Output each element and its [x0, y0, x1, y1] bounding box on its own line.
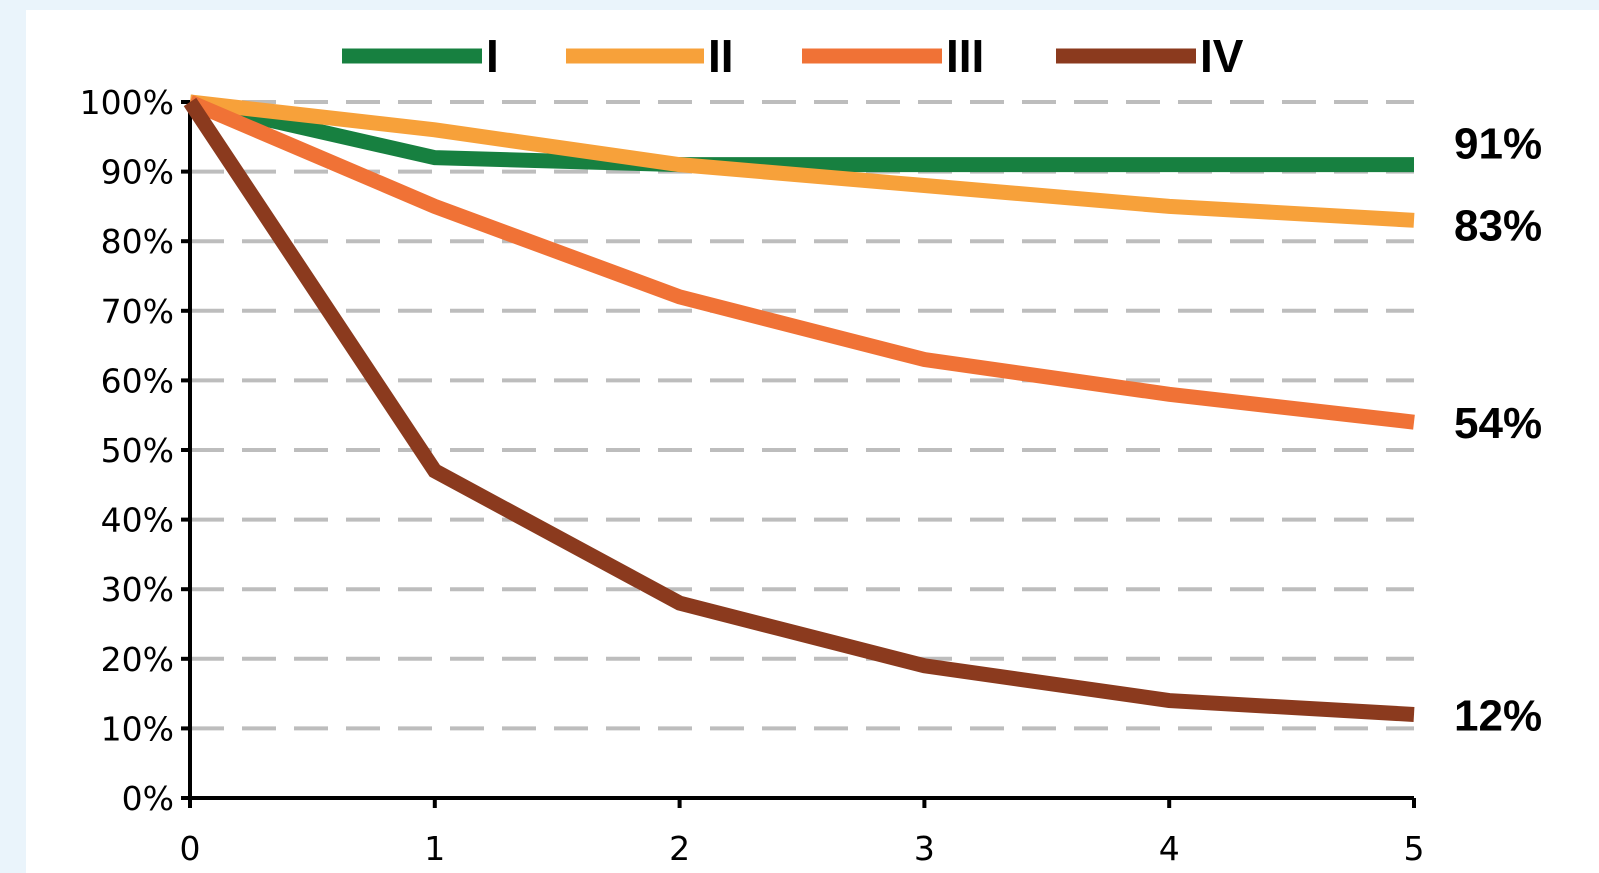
grid-lines	[190, 100, 1414, 731]
series-line-iii	[187, 95, 1415, 430]
end-value-label-iii: 54%	[1454, 399, 1542, 448]
end-value-label-iv: 12%	[1454, 691, 1542, 740]
legend-label-iv: IV	[1200, 30, 1244, 82]
legend-label-i: I	[486, 30, 499, 82]
y-tick-label: 50%	[101, 431, 174, 470]
y-tick-label: 100%	[80, 83, 174, 122]
end-value-label-ii: 83%	[1454, 201, 1542, 250]
legend: I II III IV	[342, 30, 1244, 82]
x-tick-label: 1	[424, 829, 445, 868]
legend-label-ii: II	[708, 30, 734, 82]
chart-frame: 0% 10% 20% 30% 40% 50% 60% 70% 80% 90% 100% 0 1 2 3 4 5 …	[26, 10, 1599, 873]
y-tick-label: 0%	[122, 779, 174, 818]
x-tick-label: 0	[180, 829, 201, 868]
y-tick-label: 90%	[101, 153, 174, 192]
x-tick-label: 3	[914, 829, 935, 868]
y-tick-label: 70%	[101, 292, 174, 331]
y-tick-label: 30%	[101, 570, 174, 609]
y-tick-label: 60%	[101, 361, 174, 400]
series-line-ii	[189, 94, 1415, 228]
y-tick-label: 20%	[101, 640, 174, 679]
survival-line-chart: 0%10%20%30%40%50%60%70%80%90%100%0 1 2 3 4 5 …	[80, 30, 1542, 868]
end-value-label-i: 91%	[1454, 120, 1542, 169]
y-tick-label: 10%	[101, 709, 174, 748]
y-tick-label: 40%	[101, 501, 174, 540]
x-tick-label: 5	[1404, 829, 1425, 868]
series-line-iv	[183, 97, 1415, 722]
end-labels: 91% 83% 54% 12%	[1454, 120, 1542, 741]
axes: 0% 10% 20% 30% 40% 50% 60% 70% 80% 90% 100% 0 1 2 3 4 5	[80, 83, 1425, 868]
series-line-i	[188, 94, 1414, 173]
x-tick-label: 4	[1159, 829, 1180, 868]
x-tick-label: 2	[669, 829, 690, 868]
series-lines	[183, 94, 1415, 722]
y-tick-label: 80%	[101, 222, 174, 261]
legend-label-iii: III	[946, 30, 984, 82]
